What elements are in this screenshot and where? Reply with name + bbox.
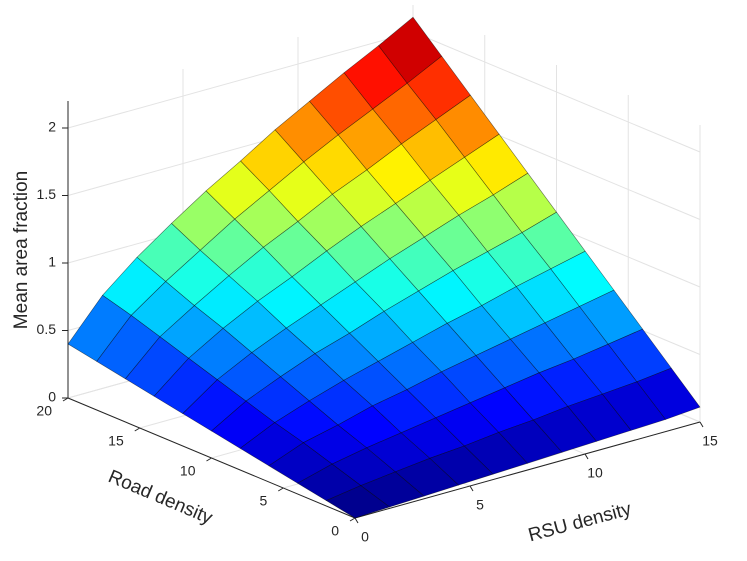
z-tick-label: 0 <box>48 389 56 405</box>
y-tick-label: 10 <box>180 463 196 479</box>
y-tick <box>349 517 356 522</box>
x-tick-label: 10 <box>587 465 603 481</box>
y-tick <box>134 427 141 432</box>
y-tick-label: 0 <box>331 523 339 539</box>
y-tick-label: 20 <box>36 403 52 419</box>
x-axis-title: RSU density <box>526 499 634 547</box>
y-tick-label: 5 <box>259 493 267 509</box>
y-tick <box>277 487 284 492</box>
x-tick <box>699 421 704 428</box>
z-tick-label: 0.5 <box>37 321 57 337</box>
y-tick <box>206 457 212 462</box>
x-tick-label: 15 <box>702 433 718 449</box>
grid-line <box>67 31 414 129</box>
z-tick-label: 2 <box>48 119 56 135</box>
x-tick <box>354 517 359 524</box>
y-axis-title: Road density <box>105 466 216 529</box>
grid-line <box>412 31 701 153</box>
x-tick <box>584 453 589 460</box>
x-axis <box>354 421 701 519</box>
surface-facet <box>325 485 391 519</box>
z-tick-label: 1 <box>48 254 56 270</box>
z-axis-title: Mean area fraction <box>11 171 32 329</box>
x-tick-label: 0 <box>361 529 369 545</box>
z-tick-label: 1.5 <box>37 186 57 202</box>
x-tick <box>469 485 474 492</box>
x-tick-label: 5 <box>476 497 484 513</box>
y-tick-label: 15 <box>108 433 124 449</box>
